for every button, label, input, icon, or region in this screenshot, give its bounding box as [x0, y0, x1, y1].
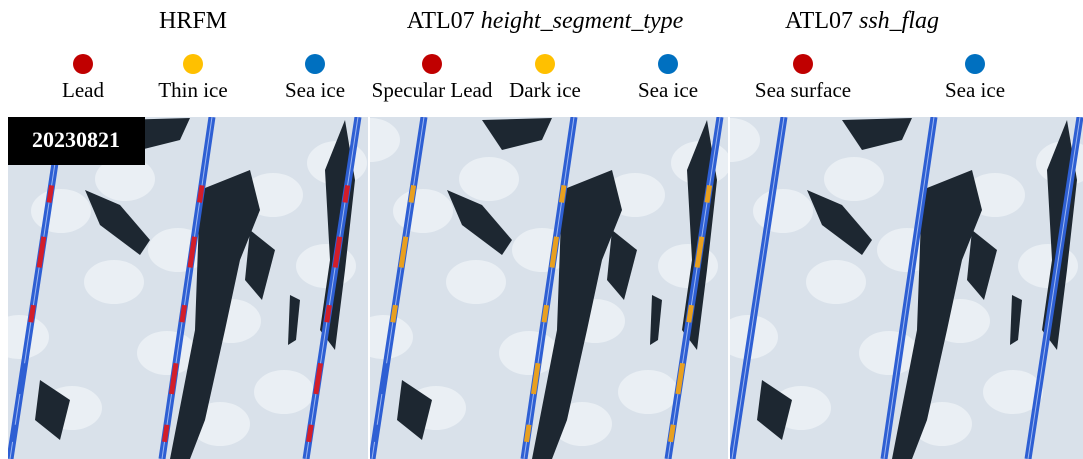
legend-label: Sea surface: [755, 78, 851, 102]
panel-title: ATL07 ssh_flag: [785, 8, 939, 34]
legend-dot: [305, 54, 325, 74]
track-segment: [393, 305, 396, 322]
track-segment: [689, 305, 692, 322]
date-label: 20230821: [32, 127, 120, 152]
legend-dot: [965, 54, 985, 74]
ice-floe: [446, 260, 506, 304]
ice-floe: [753, 189, 813, 233]
title-text: HRFM: [159, 8, 227, 34]
ice-floe: [84, 260, 144, 304]
track-segment: [31, 305, 34, 322]
track-segment: [345, 185, 348, 202]
title-text: ATL07: [407, 8, 475, 34]
legend-dot: [422, 54, 442, 74]
track-segment: [182, 305, 185, 322]
track-segment: [671, 425, 674, 442]
track-segment: [527, 425, 530, 442]
legend-dot: [183, 54, 203, 74]
legend-label: Dark ice: [509, 78, 581, 102]
ice-floe: [824, 157, 884, 201]
title-text: ATL07: [785, 8, 853, 34]
legend-label: Specular Lead: [372, 78, 493, 102]
panel-title: HRFM: [159, 8, 227, 34]
legend-dot: [658, 54, 678, 74]
ice-floe: [254, 370, 314, 414]
title-italic: height_segment_type: [481, 8, 684, 34]
ice-floe: [31, 189, 91, 233]
legend-label: Sea ice: [945, 78, 1005, 102]
legend-dot: [793, 54, 813, 74]
legend-label: Sea ice: [638, 78, 698, 102]
track-segment: [200, 185, 203, 202]
legend-label: Lead: [62, 78, 104, 102]
track-segment: [375, 425, 378, 442]
legend-dot: [535, 54, 555, 74]
track-segment: [13, 425, 16, 442]
ice-floe: [393, 189, 453, 233]
legend-dot: [73, 54, 93, 74]
track-segment: [49, 185, 52, 202]
ice-floe: [459, 157, 519, 201]
image-panels: [0, 117, 1083, 459]
image-panel: [700, 117, 1083, 459]
image-panel: [0, 117, 368, 459]
track-segment: [327, 305, 330, 322]
track-segment: [562, 185, 565, 202]
image-panel: [340, 117, 731, 459]
panel-title: ATL07 height_segment_type: [407, 8, 684, 34]
track-segment: [544, 305, 547, 322]
ice-floe: [618, 370, 678, 414]
figure: HRFM Lead Thin ice Sea ice ATL07 height_segm…: [0, 0, 1083, 459]
title-italic: ssh_flag: [859, 8, 939, 34]
track-segment: [707, 185, 710, 202]
track-segment: [411, 185, 414, 202]
ice-floe: [806, 260, 866, 304]
track-segment: [309, 425, 312, 442]
track-segment: [165, 425, 168, 442]
legend-label: Thin ice: [158, 78, 227, 102]
legend-label: Sea ice: [285, 78, 345, 102]
